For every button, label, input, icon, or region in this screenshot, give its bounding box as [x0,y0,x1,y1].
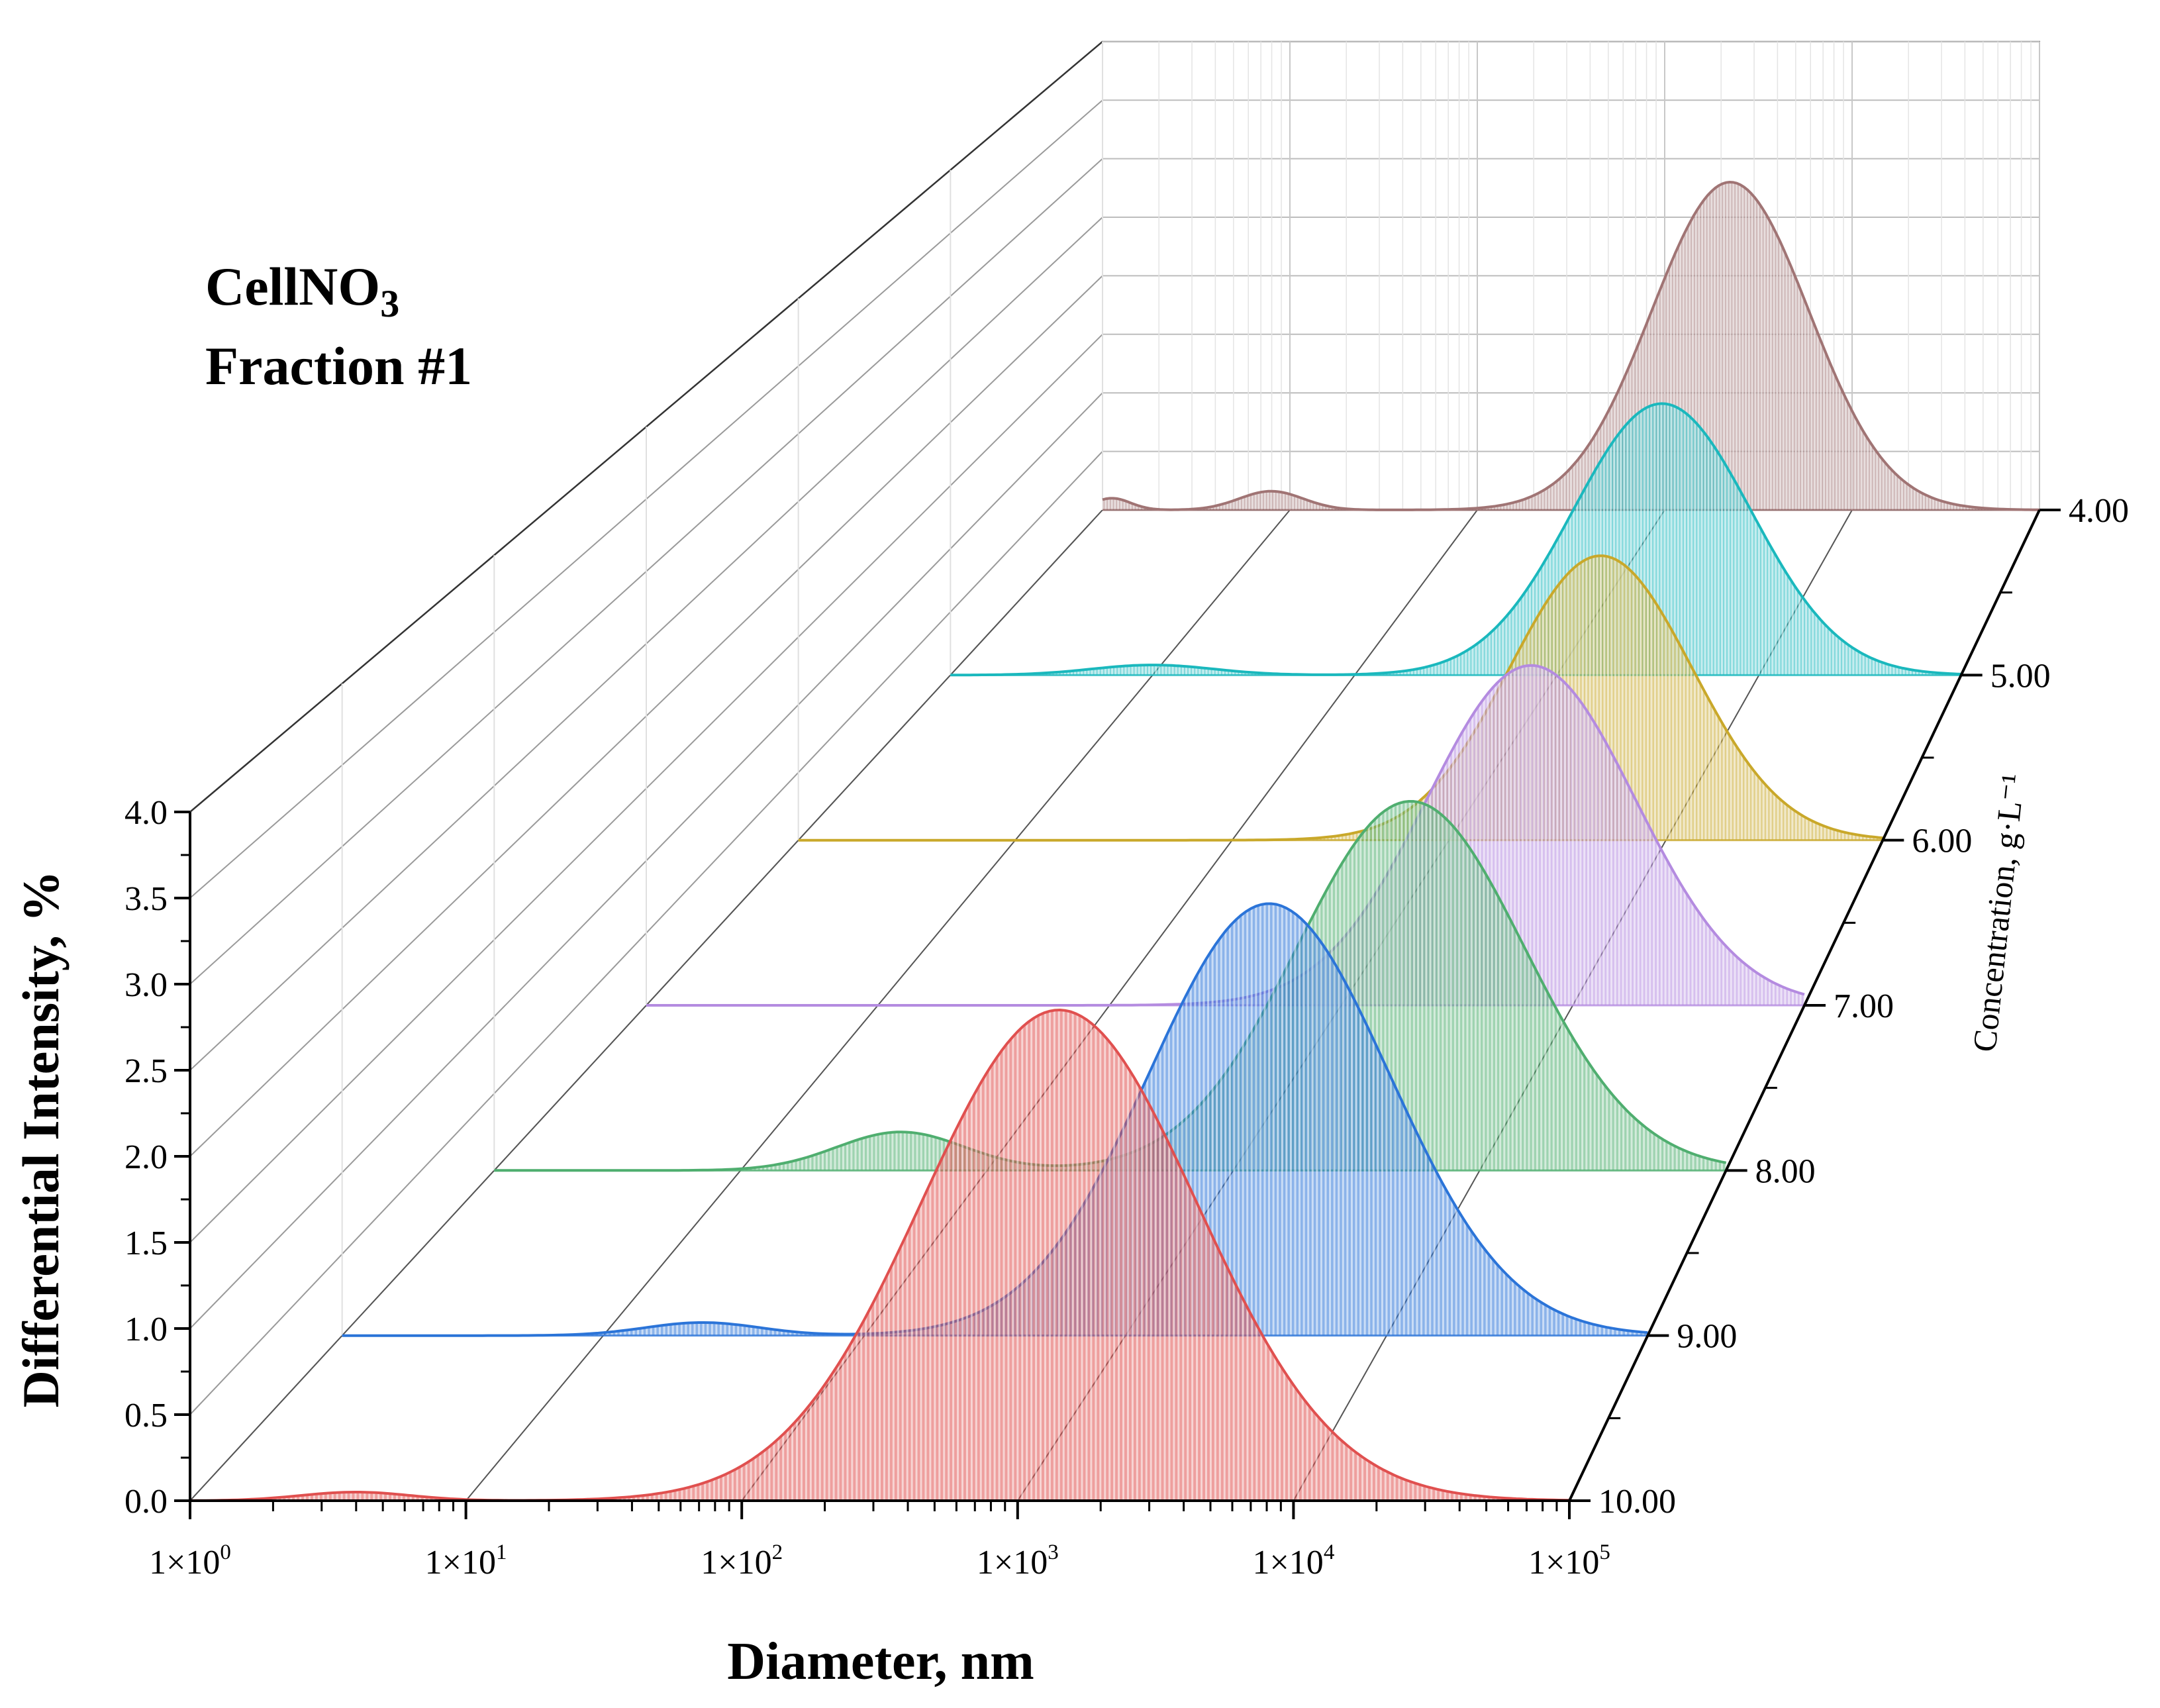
x-axis-title: Diameter, nm [727,1633,1034,1691]
series-10.00 [189,1008,1570,1502]
y-tick-label: 0.0 [124,1483,168,1521]
y-tick-label: 2.0 [124,1138,168,1176]
back-wall [1102,40,2040,511]
z-tick-label: 7.00 [1834,987,1894,1025]
y-tick-label: 1.0 [124,1311,168,1348]
y-tick-label: 0.5 [124,1397,168,1434]
x-tick-label: 1×101 [425,1540,507,1582]
y-tick-label: 4.0 [124,794,168,832]
series-4.00 [1101,180,2040,511]
x-tick-label: 1×105 [1528,1540,1610,1582]
series-5.00 [950,402,1961,677]
annotation-line2: Fraction #1 [205,336,472,396]
y-tick-label: 1.5 [124,1225,168,1262]
annotation-subscript: 3 [380,282,399,325]
z-tick-label: 8.00 [1755,1152,1816,1190]
series-area [1103,182,2039,510]
z-tick-label: 4.00 [2069,492,2129,530]
y-axis-title: Differential Intensity, % [12,870,70,1407]
axes: 0.0 0.5 1.0 1.5 2.0 2.5 3.0 3.5 4.0 1×100 1×101 1×1… [124,492,2129,1582]
y-tick-label: 3.0 [124,966,168,1004]
x-tick-label: 1×100 [149,1540,231,1582]
x-tick-label: 1×104 [1252,1540,1334,1582]
series-line [950,402,1961,677]
y-tick-label: 2.5 [124,1052,168,1090]
z-axis-title: Concentration, g·L⁻¹ [1965,772,2032,1054]
y-tick-label: 3.5 [124,880,168,918]
x-tick-label: 1×102 [701,1540,783,1582]
x-tick-label: 1×103 [977,1540,1059,1582]
series-line [189,1008,1570,1502]
z-tick-label: 9.00 [1677,1318,1737,1356]
series-layer [189,180,2040,1502]
z-tick-label: 5.00 [1990,657,2051,695]
annotation-line1: CellNO3 [205,256,399,325]
z-tick-label: 6.00 [1912,823,1972,860]
series-line [1102,180,2040,511]
z-tick-label: 10.00 [1598,1483,1676,1521]
